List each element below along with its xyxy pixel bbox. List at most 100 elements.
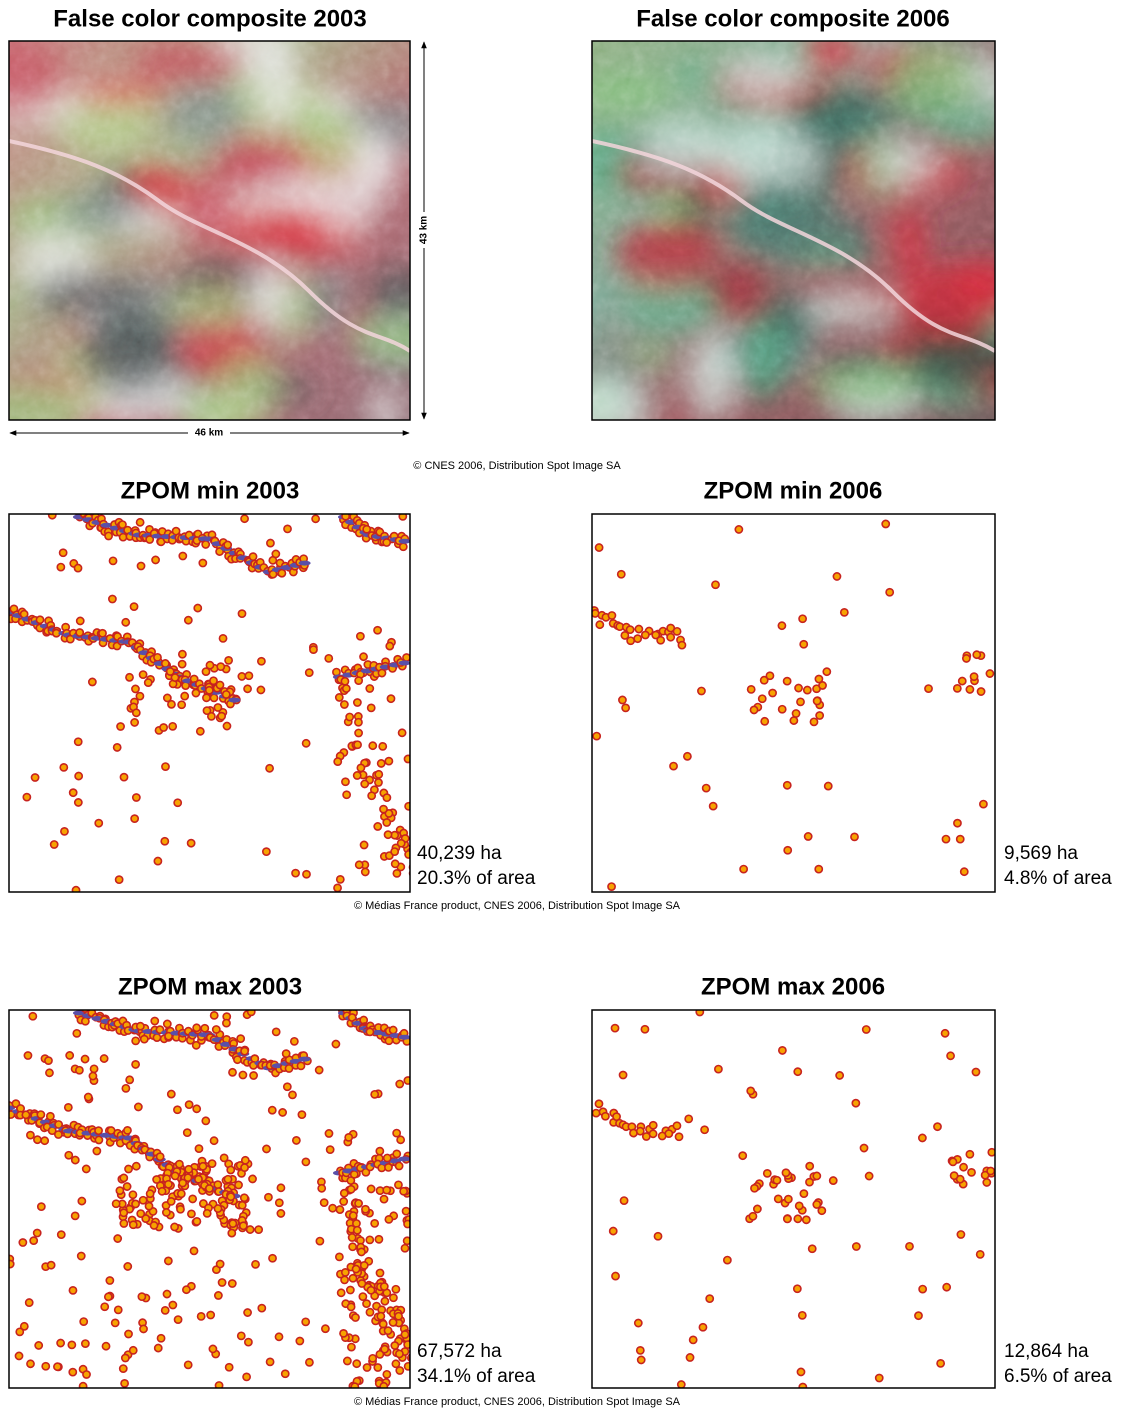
zpom-dot — [338, 1289, 345, 1296]
map-frame — [9, 514, 410, 892]
scale-label: 46 km — [195, 428, 223, 439]
zpom-dot — [303, 740, 310, 747]
zpom-dot — [185, 1361, 192, 1368]
zpom-dot — [255, 1226, 262, 1233]
zpom-dot — [968, 1169, 975, 1176]
zpom-dot — [329, 1205, 336, 1212]
zpom-dot — [147, 1190, 154, 1197]
zpom-dot — [234, 1056, 241, 1063]
zpom-dot — [238, 1332, 245, 1339]
zpom-dot — [919, 1134, 926, 1141]
zpom-dot — [298, 1111, 305, 1118]
zpom-dot — [391, 848, 398, 855]
zpom-dot — [381, 1346, 388, 1353]
zpom-dot — [201, 1025, 208, 1032]
zpom-dot — [126, 674, 133, 681]
zpom-dot — [243, 1373, 250, 1380]
zpom-dot — [135, 1103, 142, 1110]
zpom-dot — [217, 663, 224, 670]
area-value: 9,569 ha — [1004, 843, 1078, 864]
zpom-dot — [188, 1210, 195, 1217]
zpom-dot — [987, 1167, 994, 1174]
zpom-dot — [193, 1105, 200, 1112]
zpom-dot — [133, 794, 140, 801]
zpom-dot — [348, 1186, 355, 1193]
zpom-dot — [193, 1024, 200, 1031]
zpom-map — [593, 1008, 996, 1390]
zpom-dot — [73, 1030, 80, 1037]
zpom-dot — [153, 1034, 160, 1041]
zpom-dot — [289, 1091, 296, 1098]
zpom-dot — [269, 1107, 276, 1114]
zpom-dot — [795, 684, 802, 691]
zpom-dot — [363, 1364, 370, 1371]
zpom-dot — [761, 718, 768, 725]
zpom-dot — [206, 1185, 213, 1192]
area-value: 40,239 ha — [417, 843, 502, 864]
zpom-dot — [162, 1307, 169, 1314]
panel-title: ZPOM min 2006 — [704, 477, 883, 504]
zpom-dot — [168, 1198, 175, 1205]
zpom-dot — [336, 1206, 343, 1213]
zpom-dot — [381, 1283, 388, 1290]
zpom-dot — [227, 1166, 234, 1173]
zpom-dot — [366, 1028, 373, 1035]
zpom-dot — [385, 758, 392, 765]
zpom-dot — [238, 610, 245, 617]
zpom-dot — [748, 686, 755, 693]
zpom-dot — [312, 515, 319, 522]
water-body — [399, 1035, 411, 1040]
zpom-dot — [184, 1174, 191, 1181]
zpom-dot — [89, 1072, 96, 1079]
zpom-dot — [54, 1363, 61, 1370]
area-share: 6.5% of area — [1004, 1366, 1112, 1387]
zpom-dot — [265, 1194, 272, 1201]
zpom-dot — [113, 1200, 120, 1207]
zpom-dot — [715, 1065, 722, 1072]
zpom-dot — [221, 1154, 228, 1161]
zpom-dot — [42, 1363, 49, 1370]
zpom-dot — [189, 1195, 196, 1202]
zpom-dot — [68, 1341, 75, 1348]
zpom-dot — [925, 685, 932, 692]
zpom-dot — [297, 1062, 304, 1069]
zpom-dot — [342, 1269, 349, 1276]
zpom-dot — [405, 851, 412, 858]
zpom-dot — [619, 696, 626, 703]
zpom-dot — [194, 604, 201, 611]
zpom-dot — [250, 1072, 257, 1079]
zpom-dot — [972, 1068, 979, 1075]
zpom-dot — [2, 605, 9, 612]
zpom-dot — [332, 1040, 339, 1047]
zpom-dot — [376, 1148, 383, 1155]
zpom-dot — [124, 1127, 131, 1134]
zpom-dot — [369, 1355, 376, 1362]
zpom-dot — [954, 820, 961, 827]
zpom-dot — [374, 627, 381, 634]
zpom-dot — [263, 1145, 270, 1152]
zpom-dot — [825, 782, 832, 789]
zpom-dot — [977, 688, 984, 695]
zpom-dot — [343, 685, 350, 692]
zpom-dot — [678, 1381, 685, 1388]
zpom-dot — [690, 1336, 697, 1343]
zpom-dot — [740, 866, 747, 873]
zpom-dot — [712, 581, 719, 588]
zpom-dot — [78, 1197, 85, 1204]
zpom-dot — [124, 1183, 131, 1190]
zpom-dot — [380, 1196, 387, 1203]
zpom-dot — [207, 1311, 214, 1318]
zpom-dot — [193, 1042, 200, 1049]
zpom-dot — [375, 1236, 382, 1243]
zpom-dot — [685, 1115, 692, 1122]
zpom-dot — [193, 1218, 200, 1225]
zpom-dot — [641, 1026, 648, 1033]
zpom-dot — [937, 1360, 944, 1367]
zpom-dot — [140, 671, 147, 678]
zpom-dot — [283, 1050, 290, 1057]
zpom-dot — [405, 803, 412, 810]
zpom-dot — [794, 1285, 801, 1292]
zpom-dot — [278, 570, 285, 577]
zpom-dot — [654, 1233, 661, 1240]
zpom-dot — [102, 1343, 109, 1350]
